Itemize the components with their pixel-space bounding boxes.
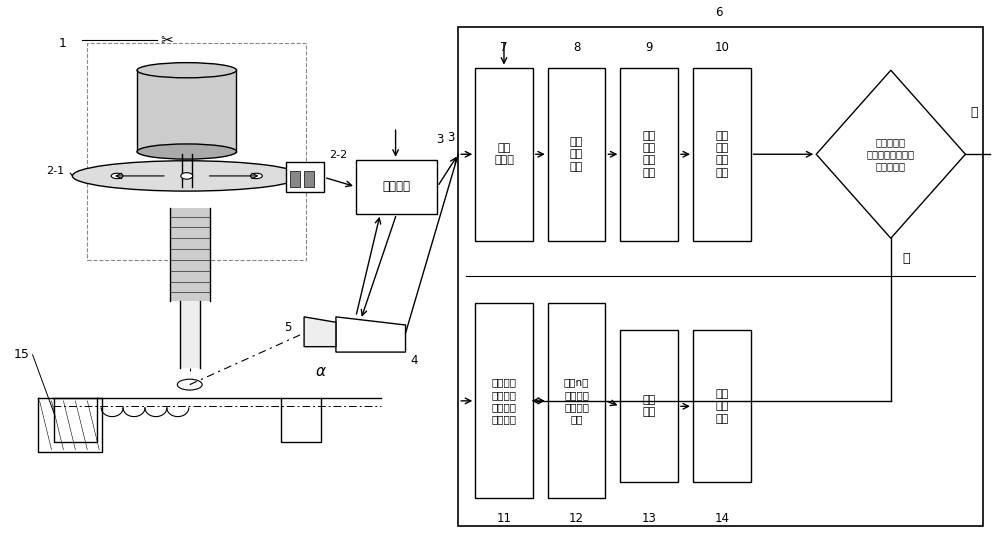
Text: α: α	[316, 364, 326, 378]
Text: 12: 12	[569, 512, 584, 525]
FancyBboxPatch shape	[693, 68, 751, 241]
Text: 最近n个
电弧旋转
周期焊缝
偏差: 最近n个 电弧旋转 周期焊缝 偏差	[564, 377, 589, 425]
FancyBboxPatch shape	[475, 303, 533, 498]
Text: 10: 10	[714, 41, 729, 54]
Text: 8: 8	[573, 41, 580, 54]
Ellipse shape	[111, 173, 123, 179]
FancyBboxPatch shape	[620, 331, 678, 482]
FancyBboxPatch shape	[356, 160, 437, 214]
Text: 9: 9	[645, 41, 653, 54]
Ellipse shape	[72, 161, 301, 191]
FancyBboxPatch shape	[693, 331, 751, 482]
Text: 是: 是	[902, 252, 909, 265]
Text: 坡口
边缘
识别
模块: 坡口 边缘 识别 模块	[715, 131, 728, 178]
Text: 是否处理完
当前电弧旋转周期
的两幅图像: 是否处理完 当前电弧旋转周期 的两幅图像	[867, 137, 915, 172]
Text: 7: 7	[500, 41, 508, 54]
Ellipse shape	[250, 173, 262, 179]
Polygon shape	[336, 317, 406, 352]
Text: 电弧
中心
识别
模块: 电弧 中心 识别 模块	[643, 131, 656, 178]
Text: 3: 3	[447, 131, 455, 145]
Text: 统计
模块: 统计 模块	[643, 395, 656, 417]
Text: 2-1: 2-1	[46, 166, 64, 175]
FancyBboxPatch shape	[458, 27, 983, 526]
Text: ✂: ✂	[160, 33, 173, 48]
FancyBboxPatch shape	[137, 70, 236, 152]
Text: 11: 11	[496, 512, 511, 525]
FancyBboxPatch shape	[180, 301, 200, 368]
Text: 3: 3	[437, 133, 444, 146]
FancyBboxPatch shape	[304, 170, 314, 187]
Text: 隔离模块: 隔离模块	[383, 180, 411, 193]
FancyBboxPatch shape	[290, 170, 300, 187]
FancyBboxPatch shape	[286, 162, 324, 192]
Text: 13: 13	[642, 512, 657, 525]
Polygon shape	[304, 317, 336, 346]
Text: 1: 1	[59, 37, 66, 50]
FancyBboxPatch shape	[620, 68, 678, 241]
Text: 15: 15	[14, 348, 30, 361]
Text: 5: 5	[284, 321, 291, 334]
Polygon shape	[816, 70, 965, 238]
Text: 否: 否	[970, 106, 978, 119]
Ellipse shape	[177, 379, 202, 390]
FancyBboxPatch shape	[475, 68, 533, 241]
Ellipse shape	[181, 173, 193, 179]
Text: 6: 6	[715, 6, 723, 19]
Ellipse shape	[137, 63, 236, 78]
Text: 当前电弧
旋转周期
焊缝偏差
提取模块: 当前电弧 旋转周期 焊缝偏差 提取模块	[491, 377, 516, 425]
Text: 4: 4	[411, 354, 418, 367]
FancyBboxPatch shape	[548, 303, 605, 498]
Text: 2-2: 2-2	[329, 150, 347, 160]
Text: 焊缝
偏差
输出: 焊缝 偏差 输出	[715, 389, 728, 424]
Text: 图像
去噪
模块: 图像 去噪 模块	[570, 137, 583, 172]
Text: 14: 14	[714, 512, 729, 525]
Ellipse shape	[137, 144, 236, 159]
FancyBboxPatch shape	[170, 208, 210, 301]
FancyBboxPatch shape	[548, 68, 605, 241]
Text: 图像
采集卡: 图像 采集卡	[494, 143, 514, 166]
